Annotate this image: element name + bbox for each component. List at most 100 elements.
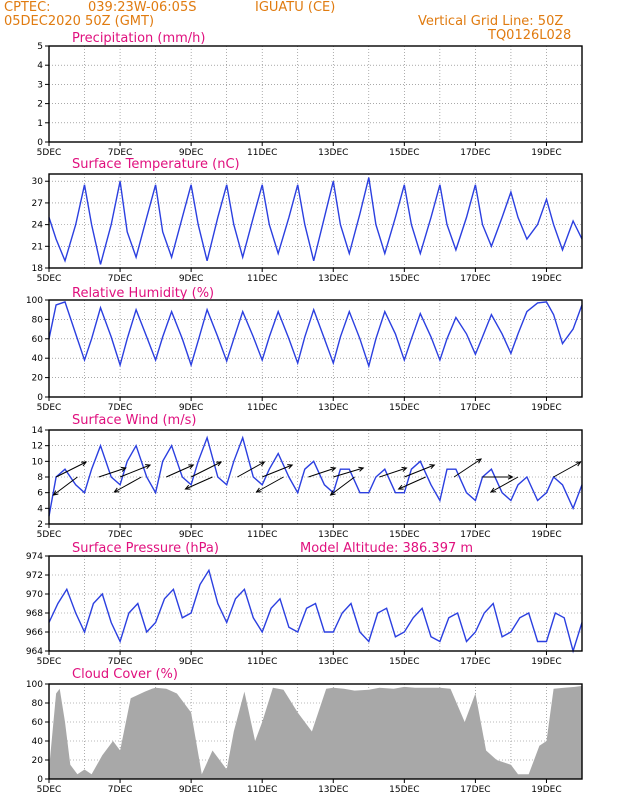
wind-vector	[114, 476, 142, 493]
header-model-code: TQ0126L028	[488, 28, 572, 43]
y-tick-label: 24	[32, 221, 44, 231]
y-tick-label: 60	[32, 718, 44, 728]
x-tick-label: 17DEC	[460, 403, 490, 413]
panel-frame	[48, 45, 583, 143]
x-tick-label: 11DEC	[247, 785, 277, 795]
x-tick-label: 19DEC	[531, 530, 561, 540]
x-tick-label: 5DEC	[37, 785, 62, 795]
x-tick-label: 19DEC	[531, 657, 561, 667]
panel-title: Surface Pressure (hPa)	[72, 541, 219, 556]
wind-arrowhead	[329, 490, 336, 496]
wind-arrowhead	[401, 466, 408, 472]
x-tick-label: 5DEC	[37, 530, 62, 540]
y-tick-label: 968	[26, 609, 43, 619]
wind-vector	[53, 476, 78, 496]
y-tick-label: 40	[32, 737, 44, 747]
x-tick-label: 15DEC	[389, 274, 419, 284]
wind-arrowhead	[188, 464, 195, 470]
x-tick-label: 11DEC	[247, 403, 277, 413]
y-tick-label: 8	[37, 473, 43, 483]
panel-frame	[48, 555, 583, 652]
x-tick-label: 11DEC	[247, 530, 277, 540]
panel-5: 0 20 40 60 80 100 5DEC 7DEC 9DEC 11DEC 13DEC 15DEC 1…	[26, 667, 583, 795]
cloud-area	[49, 685, 582, 779]
series-line	[48, 435, 583, 517]
wind-vector	[185, 476, 213, 490]
y-tick-label: 6	[37, 489, 43, 499]
y-tick-label: 30	[32, 177, 44, 187]
wind-vector	[553, 461, 581, 478]
y-tick-label: 5	[37, 42, 43, 52]
series-line	[48, 301, 583, 369]
x-tick-label: 7DEC	[108, 403, 133, 413]
header-source: CPTEC:	[4, 0, 51, 15]
x-tick-label: 13DEC	[318, 148, 348, 158]
x-tick-label: 19DEC	[531, 403, 561, 413]
y-tick-label: 2	[37, 100, 43, 110]
y-tick-label: 60	[32, 335, 44, 345]
wind-arrowhead	[330, 466, 337, 472]
x-tick-label: 13DEC	[318, 530, 348, 540]
wind-arrowhead	[184, 484, 191, 490]
wind-vector	[379, 467, 407, 478]
panel-frame	[48, 683, 583, 780]
panel-3: 2 4 6 8 10 12 14 5DEC 7DEC 9DEC 11DEC 13DEC 15DEC 17D…	[32, 413, 583, 540]
wind-vector	[398, 476, 426, 490]
wind-arrowhead	[490, 487, 497, 493]
wind-arrowhead	[52, 490, 59, 496]
panel-2: 0 20 40 60 80 100 5DEC 7DEC 9DEC 11DEC 13DEC 15DEC 1…	[26, 286, 583, 413]
y-tick-label: 972	[26, 571, 43, 581]
y-tick-label: 974	[26, 552, 43, 562]
x-tick-label: 11DEC	[247, 274, 277, 284]
wind-vector	[166, 464, 194, 478]
wind-vector	[98, 467, 126, 478]
wind-arrowhead	[287, 464, 294, 470]
header-grid-note: Vertical Grid Line: 50Z	[418, 14, 564, 29]
wind-vector	[453, 458, 482, 478]
x-tick-label: 17DEC	[460, 148, 490, 158]
x-tick-label: 5DEC	[37, 274, 62, 284]
x-tick-label: 15DEC	[389, 785, 419, 795]
y-tick-label: 18	[32, 264, 44, 274]
wind-vector	[190, 461, 222, 478]
panel-title: Precipitation (mm/h)	[72, 31, 205, 46]
y-tick-label: 40	[32, 354, 44, 364]
wind-arrowhead	[476, 458, 483, 464]
x-tick-label: 7DEC	[108, 657, 133, 667]
x-tick-label: 9DEC	[179, 657, 204, 667]
y-tick-label: 100	[26, 680, 43, 690]
x-tick-label: 5DEC	[37, 403, 62, 413]
x-tick-label: 9DEC	[179, 148, 204, 158]
wind-vector	[308, 467, 336, 478]
x-tick-label: 17DEC	[460, 785, 490, 795]
x-tick-label: 15DEC	[389, 530, 419, 540]
x-tick-label: 7DEC	[108, 274, 133, 284]
x-tick-label: 9DEC	[179, 403, 204, 413]
x-tick-label: 13DEC	[318, 403, 348, 413]
wind-vector	[490, 476, 519, 493]
y-tick-label: 20	[32, 756, 44, 766]
wind-arrowhead	[120, 466, 127, 472]
x-tick-label: 7DEC	[108, 530, 133, 540]
x-tick-label: 7DEC	[108, 148, 133, 158]
wind-vector	[404, 464, 435, 478]
y-tick-label: 0	[37, 138, 43, 148]
y-tick-label: 100	[26, 296, 43, 306]
wind-arrowhead	[358, 466, 365, 472]
header-coords: 039:23W-06:05S	[88, 0, 197, 15]
y-tick-label: 27	[32, 199, 43, 209]
y-tick-label: 0	[37, 393, 43, 403]
x-tick-label: 13DEC	[318, 274, 348, 284]
x-tick-label: 19DEC	[531, 785, 561, 795]
wind-vector	[55, 461, 87, 478]
x-tick-label: 19DEC	[531, 148, 561, 158]
x-tick-label: 15DEC	[389, 403, 419, 413]
panel-title: Cloud Cover (%)	[72, 667, 178, 682]
wind-arrowhead	[259, 461, 266, 467]
panel-0: 0 1 2 3 4 5 5DEC 7DEC 9DEC 11DEC 13DEC 15DEC 17DEC 19…	[37, 31, 583, 158]
header-station: IGUATU (CE)	[255, 0, 336, 15]
panel-frame	[48, 299, 583, 398]
panel-1: 18 21 24 27 30 5DEC 7DEC 9DEC 11DEC 13DEC 15DEC 17D…	[32, 157, 583, 284]
y-tick-label: 4	[37, 61, 43, 71]
wind-arrowhead	[507, 474, 514, 480]
